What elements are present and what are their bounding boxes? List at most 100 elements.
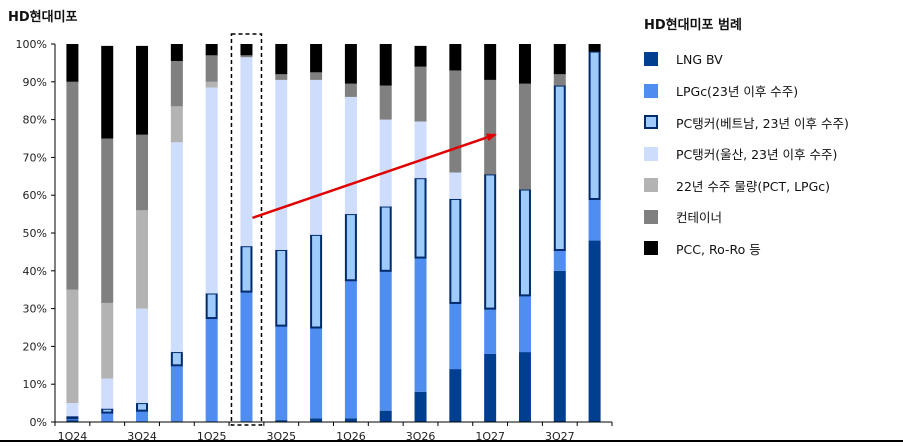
bar-segment-s5-2Q25	[240, 55, 253, 58]
bar-segment-s1-3Q27	[553, 250, 566, 271]
legend-swatch	[644, 52, 658, 66]
bar-segment-s4-4Q24	[170, 106, 183, 143]
bar-segment-s3-3Q24	[136, 308, 149, 404]
chart-title: HD현대미포	[8, 10, 78, 25]
y-tick-label: 20%	[23, 340, 47, 353]
bar-segment-s2-2Q26	[379, 205, 392, 272]
bar-segment-s6-1Q25	[205, 44, 218, 56]
bar-segment-s2-1Q27	[484, 173, 497, 310]
y-tick-label: 60%	[23, 189, 47, 202]
bar-segment-s3-2Q26	[379, 119, 392, 207]
bar-segment-s5-2Q26	[379, 85, 392, 120]
bar-segment-s5-1Q25	[205, 55, 218, 82]
bar-segment-s5-4Q24	[170, 61, 183, 107]
bar-segment-s1-3Q24	[136, 410, 149, 422]
legend-swatch	[644, 178, 658, 192]
bar-segment-s4-1Q25	[205, 81, 218, 88]
bar-segment-s0-4Q26	[449, 369, 462, 422]
bar-segment-s1-4Q27	[588, 198, 601, 241]
legend-item: PCC, Ro-Ro 등	[644, 237, 899, 259]
bar-segment-s2-3Q24	[136, 402, 149, 412]
legend-label: PC탱커(울산, 23년 이후 수주)	[676, 147, 838, 162]
bottom-rule	[0, 440, 903, 442]
bar-segment-s6-1Q27	[484, 44, 497, 80]
bar-segment-s6-2Q26	[379, 44, 392, 86]
bar-segment-s3-1Q24	[66, 403, 79, 417]
y-tick-label: 80%	[23, 114, 47, 127]
bar-segment-s6-4Q25	[310, 44, 323, 73]
bar-segment-s0-4Q25	[310, 418, 323, 422]
bar-segment-s2-4Q24	[170, 351, 183, 367]
legend-label: PC탱커(베트남, 23년 이후 수주)	[676, 115, 849, 131]
bar-segment-s2-3Q26	[414, 177, 427, 259]
bar-segment-s6-4Q26	[449, 44, 462, 71]
bar-segment-s1-1Q25	[205, 318, 218, 422]
bar-segment-s3-3Q25	[275, 79, 288, 251]
trend-arrow	[252, 133, 497, 220]
y-axis: 0% 10% 20% 30% 40% 50% 60% 70% 80% 90% 100%	[16, 38, 56, 429]
bar-segment-s5-3Q24	[136, 134, 149, 211]
y-tick-label: 100%	[16, 38, 47, 51]
legend-swatch	[644, 241, 658, 255]
bar-segment-s6-2Q27	[518, 44, 531, 84]
bar-segment-s1-2Q26	[379, 270, 392, 411]
bar-segment-s1-1Q27	[484, 308, 497, 354]
legend-item: LPGc(23년 이후 수주)	[644, 80, 899, 102]
bar-segment-s2-2Q25	[240, 245, 253, 293]
bar-segment-s3-1Q25	[205, 87, 218, 294]
bar-segment-s2-2Q24	[101, 407, 114, 414]
bar-segment-s1-2Q24	[101, 412, 114, 422]
y-tick-label: 50%	[23, 227, 47, 240]
x-tick-label: 1Q27	[475, 430, 505, 443]
bar-segment-s1-4Q25	[310, 327, 323, 419]
bar-segment-s5-2Q27	[518, 83, 531, 190]
x-tick-label: 1Q26	[336, 430, 366, 443]
bar-segment-s4-2Q24	[101, 302, 114, 379]
legend-item: LNG BV	[644, 48, 899, 70]
legend-swatch	[644, 209, 658, 224]
bar-segment-s6-3Q25	[275, 44, 288, 75]
bar-segment-s5-4Q25	[310, 72, 323, 80]
bars	[66, 44, 601, 422]
bar-segment-s3-4Q26	[449, 172, 462, 199]
bar-segment-s2-1Q24	[66, 415, 79, 420]
bar-segment-s6-3Q27	[553, 44, 566, 75]
bar-segment-s5-4Q26	[449, 70, 462, 173]
bar-segment-s6-3Q24	[136, 45, 149, 135]
bar-segment-s6-4Q24	[170, 44, 183, 62]
bar-segment-s3-3Q26	[414, 121, 427, 179]
legend-swatch	[644, 146, 658, 161]
y-tick-label: 40%	[23, 265, 47, 278]
y-tick-label: 10%	[23, 378, 47, 391]
x-axis: 1Q24 3Q24 1Q25 3Q25 1Q26 3Q26 1Q27 3Q27	[54, 421, 613, 443]
bar-segment-s0-2Q26	[379, 410, 392, 422]
legend-item: PC탱커(울산, 23년 이후 수주)	[644, 143, 899, 165]
highlight-box	[230, 33, 263, 426]
bar-segment-s2-1Q26	[344, 213, 357, 282]
annotations	[230, 33, 497, 426]
x-tick-label: 1Q24	[58, 430, 88, 443]
legend-swatch	[644, 115, 658, 129]
bar-segment-s6-1Q24	[66, 44, 79, 82]
bar-segment-s1-2Q25	[240, 291, 253, 422]
bar-segment-s6-2Q25	[240, 44, 253, 56]
bar-segment-s2-4Q26	[449, 197, 462, 304]
bar-segment-s0-3Q27	[553, 270, 566, 422]
y-tick-label: 30%	[23, 303, 47, 316]
bar-segment-s3-2Q25	[240, 57, 253, 247]
legend-label: PCC, Ro-Ro 등	[676, 241, 761, 257]
bar-segment-s4-3Q24	[136, 210, 149, 309]
bar-segment-s5-3Q25	[275, 74, 288, 80]
legend-label: 컨테이너	[676, 210, 723, 225]
bar-segment-s1-3Q26	[414, 257, 427, 392]
bar-segment-s0-4Q27	[588, 240, 601, 422]
legend-label: 22년 수주 물량(PCT, LPGc)	[676, 178, 831, 194]
y-tick-label: 90%	[23, 76, 47, 89]
bar-segment-s3-2Q24	[101, 378, 114, 409]
bar-segment-s0-3Q25	[275, 420, 288, 422]
legend-label: LPGc(23년 이후 수주)	[676, 84, 799, 99]
bar-segment-s2-2Q27	[518, 188, 531, 297]
x-tick-label: 3Q24	[127, 430, 157, 443]
bar-segment-s5-2Q24	[101, 138, 114, 303]
x-tick-label: 3Q27	[545, 430, 575, 443]
